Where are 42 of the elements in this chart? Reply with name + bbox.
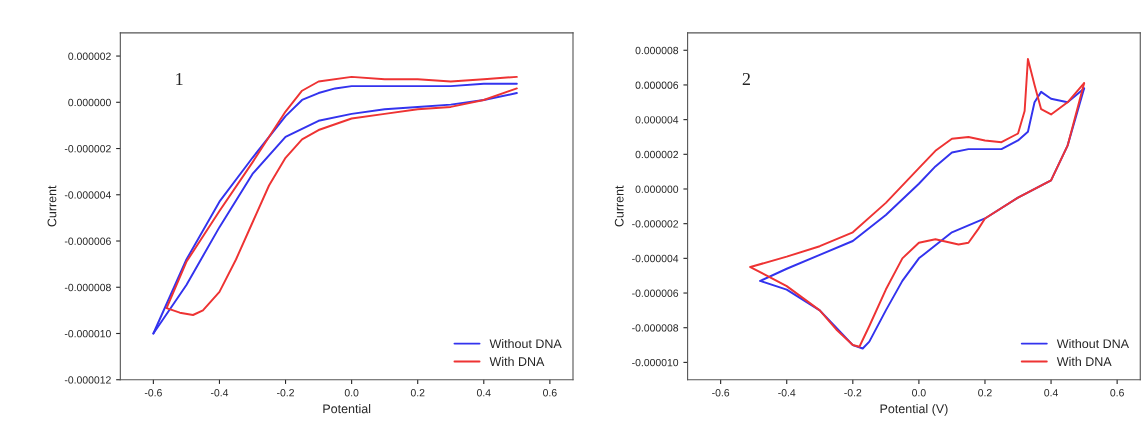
y-tick-label: 0.000000	[68, 98, 111, 107]
x-tick-label: 0.2	[978, 389, 992, 397]
annotation: 1	[176, 73, 183, 85]
y-tick-label: 0.000002	[68, 52, 111, 60]
y-tick-label: 0.000006	[635, 81, 679, 89]
y-tick-label: -0.000010	[632, 358, 679, 367]
x-tick-label: 0.4	[1044, 389, 1058, 397]
x-axis-title: Potential	[323, 404, 371, 414]
y-axis-title: Current	[47, 185, 57, 227]
y-tick-label: -0.000012	[64, 376, 111, 384]
legend-label: Without DNA	[489, 338, 562, 349]
x-tick-label: 0.4	[476, 389, 491, 397]
y-tick-label: 0.000000	[635, 185, 679, 193]
y-tick-label: -0.000004	[632, 254, 679, 263]
y-tick-label: 0.000008	[635, 46, 679, 55]
x-tick-label: -0.2	[844, 389, 862, 397]
x-tick-label: -0.4	[778, 389, 796, 397]
y-tick-label: -0.000008	[632, 324, 679, 332]
x-tick-label: 0.2	[410, 389, 425, 397]
x-tick-label: 0.6	[1110, 389, 1124, 397]
y-tick-label: -0.000008	[64, 283, 111, 292]
y-tick-label: -0.000002	[632, 220, 679, 228]
y-tick-label: -0.000010	[64, 329, 111, 338]
y-tick-label: 0.000004	[635, 116, 679, 124]
legend-label: Without DNA	[1056, 338, 1129, 349]
y-tick-label: -0.000006	[64, 237, 111, 245]
x-tick-label: -0.2	[277, 389, 294, 397]
x-tick-label: 0.6	[543, 389, 557, 397]
y-tick-label: -0.000004	[64, 191, 111, 199]
y-axis-title: Current	[614, 185, 624, 227]
x-axis-title: Potential (V)	[880, 404, 948, 416]
x-tick-label: -0.6	[712, 389, 730, 397]
x-tick-label: 0.0	[912, 389, 926, 397]
x-tick-label: 0.0	[344, 389, 359, 397]
y-tick-label: -0.000002	[64, 145, 111, 153]
legend-label: With DNA	[1056, 356, 1112, 366]
x-tick-label: -0.6	[144, 389, 162, 397]
legend-label: With DNA	[489, 356, 545, 366]
x-tick-label: -0.4	[210, 389, 229, 397]
y-tick-label: -0.000006	[632, 289, 679, 297]
y-tick-label: 0.000002	[635, 150, 679, 159]
annotation: 2	[742, 72, 750, 85]
